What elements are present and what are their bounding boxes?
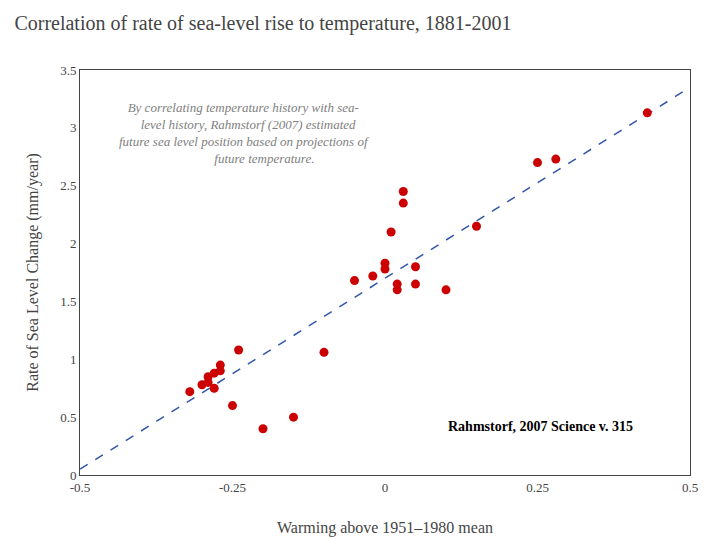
svg-text:1: 1 [70, 352, 77, 367]
svg-text:0: 0 [382, 480, 389, 495]
svg-text:3: 3 [70, 120, 77, 135]
svg-text:0.5: 0.5 [682, 480, 698, 495]
svg-text:2.5: 2.5 [60, 178, 76, 193]
svg-text:0.5: 0.5 [60, 410, 76, 425]
svg-text:0.25: 0.25 [526, 480, 549, 495]
svg-text:-0.5: -0.5 [70, 480, 91, 495]
svg-text:Rate of Sea Level Change (mm/y: Rate of Sea Level Change (mm/year) [24, 153, 42, 392]
svg-text:1.5: 1.5 [60, 294, 76, 309]
svg-text:Correlation of rate of sea-lev: Correlation of rate of sea-level rise to… [14, 12, 511, 35]
svg-text:0: 0 [70, 468, 77, 483]
svg-text:Rahmstorf, 2007 Science v. 315: Rahmstorf, 2007 Science v. 315 [448, 419, 633, 434]
svg-text:-0.25: -0.25 [219, 480, 246, 495]
svg-text:Warming above 1951–1980 mean: Warming above 1951–1980 mean [277, 519, 493, 537]
svg-text:By correlating temperature his: By correlating temperature history with … [119, 100, 370, 166]
svg-text:2: 2 [70, 236, 77, 251]
svg-text:3.5: 3.5 [60, 63, 76, 78]
